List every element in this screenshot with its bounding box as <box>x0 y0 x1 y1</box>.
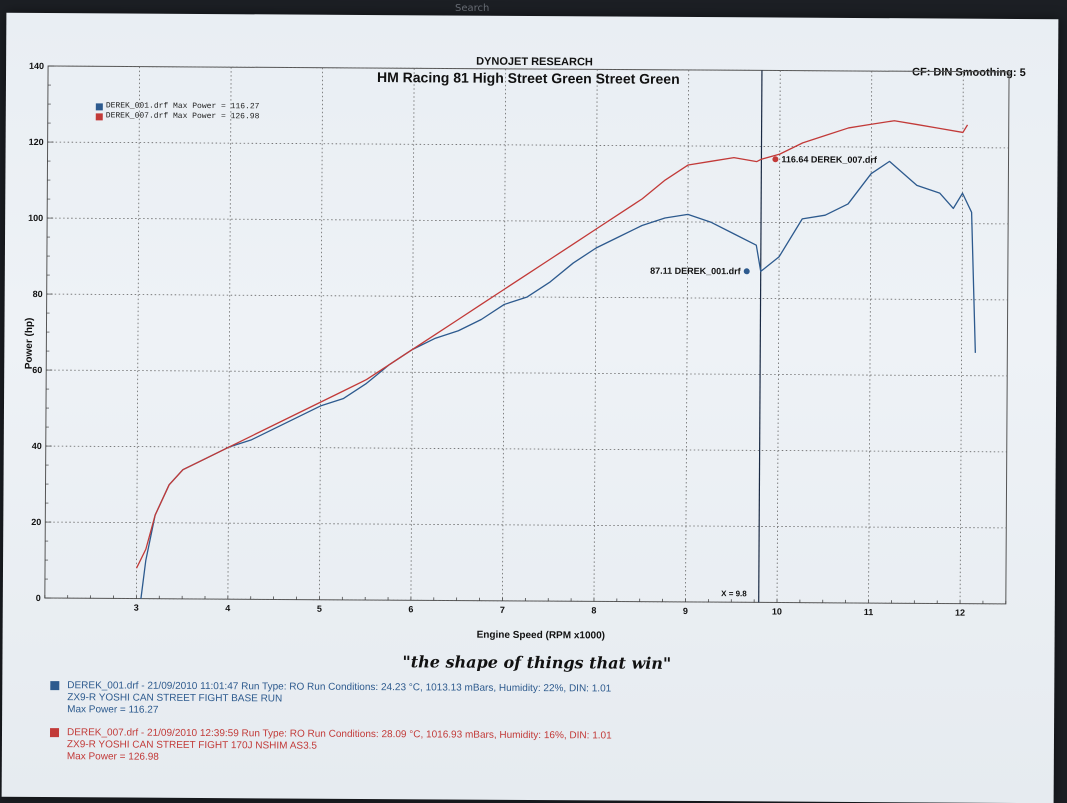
run-detail-007: DEREK_007.drf - 21/09/2010 12:39:59 Run … <box>50 727 612 766</box>
x-tick-label: 11 <box>864 607 874 617</box>
x-gridline <box>228 67 231 599</box>
x-gridline <box>594 69 597 601</box>
y-gridline <box>45 522 1006 528</box>
x-tick-label: 9 <box>683 606 688 616</box>
y-gridline <box>48 142 1009 148</box>
y-tick-label: 100 <box>28 213 43 223</box>
search-hint: Search <box>455 3 489 14</box>
run-001-max: Max Power = 116.27 <box>67 704 612 719</box>
annotation-label-1: 116.64 DEREK_007.drf <box>781 154 878 165</box>
y-gridline <box>46 370 1007 376</box>
x-gridline <box>502 69 505 601</box>
y-tick-label: 80 <box>33 289 43 299</box>
x-gridline <box>869 71 872 603</box>
run-007-max: Max Power = 126.98 <box>67 751 612 766</box>
annotation-marker-1 <box>772 156 778 162</box>
x-gridline <box>777 71 780 603</box>
dyno-printout: DYNOJET RESEARCH HM Racing 81 High Stree… <box>2 13 1059 803</box>
x-tick-label: 12 <box>955 608 965 618</box>
x-tick-label: 3 <box>134 603 139 613</box>
run-details: DEREK_001.drf - 21/09/2010 11:01:47 Run … <box>50 680 612 777</box>
y-tick-label: 20 <box>31 517 41 527</box>
tagline: "the shape of things that win" <box>402 652 671 673</box>
x-gridline <box>685 70 688 602</box>
x-tick-label: 10 <box>772 606 782 616</box>
legend-swatch-007 <box>96 113 103 120</box>
run-detail-001: DEREK_001.drf - 21/09/2010 11:01:47 Run … <box>50 680 612 719</box>
y-gridline <box>47 218 1008 224</box>
annotation-marker-0 <box>744 268 750 274</box>
x-tick-label: 8 <box>591 605 596 615</box>
x-tick-label: 7 <box>500 605 505 615</box>
cursor-label: X = 9.8 <box>721 589 747 598</box>
y-tick-label: 40 <box>32 441 42 451</box>
x-gridline <box>411 68 414 600</box>
legend-label-007: DEREK_007.drf Max Power = 126.98 <box>106 111 260 122</box>
series-line-1 <box>137 116 968 573</box>
y-axis-title: Power (hp) <box>24 313 35 373</box>
y-tick-label: 120 <box>29 137 44 147</box>
cursor-line <box>759 70 762 602</box>
x-gridline <box>319 68 322 600</box>
x-gridline <box>960 72 963 604</box>
annotation-label-0: 87.11 DEREK_001.drf <box>650 266 742 277</box>
x-gridline <box>136 67 139 599</box>
y-gridline <box>46 446 1007 452</box>
run-swatch-001 <box>50 681 59 690</box>
y-tick-label: 140 <box>29 61 44 71</box>
run-swatch-007 <box>50 728 59 737</box>
y-tick-label: 0 <box>36 593 41 603</box>
x-tick-label: 6 <box>408 604 413 614</box>
legend-entry-007: DEREK_007.drf Max Power = 126.98 <box>96 111 260 122</box>
y-gridline <box>48 66 1009 72</box>
legend-swatch-001 <box>96 103 103 110</box>
series-line-0 <box>141 157 977 604</box>
x-tick-label: 5 <box>317 604 322 614</box>
x-tick-label: 4 <box>225 603 230 613</box>
chart-legend: DEREK_001.drf Max Power = 116.27 DEREK_0… <box>96 101 260 122</box>
x-axis-title: Engine Speed (RPM x1000) <box>477 630 605 642</box>
